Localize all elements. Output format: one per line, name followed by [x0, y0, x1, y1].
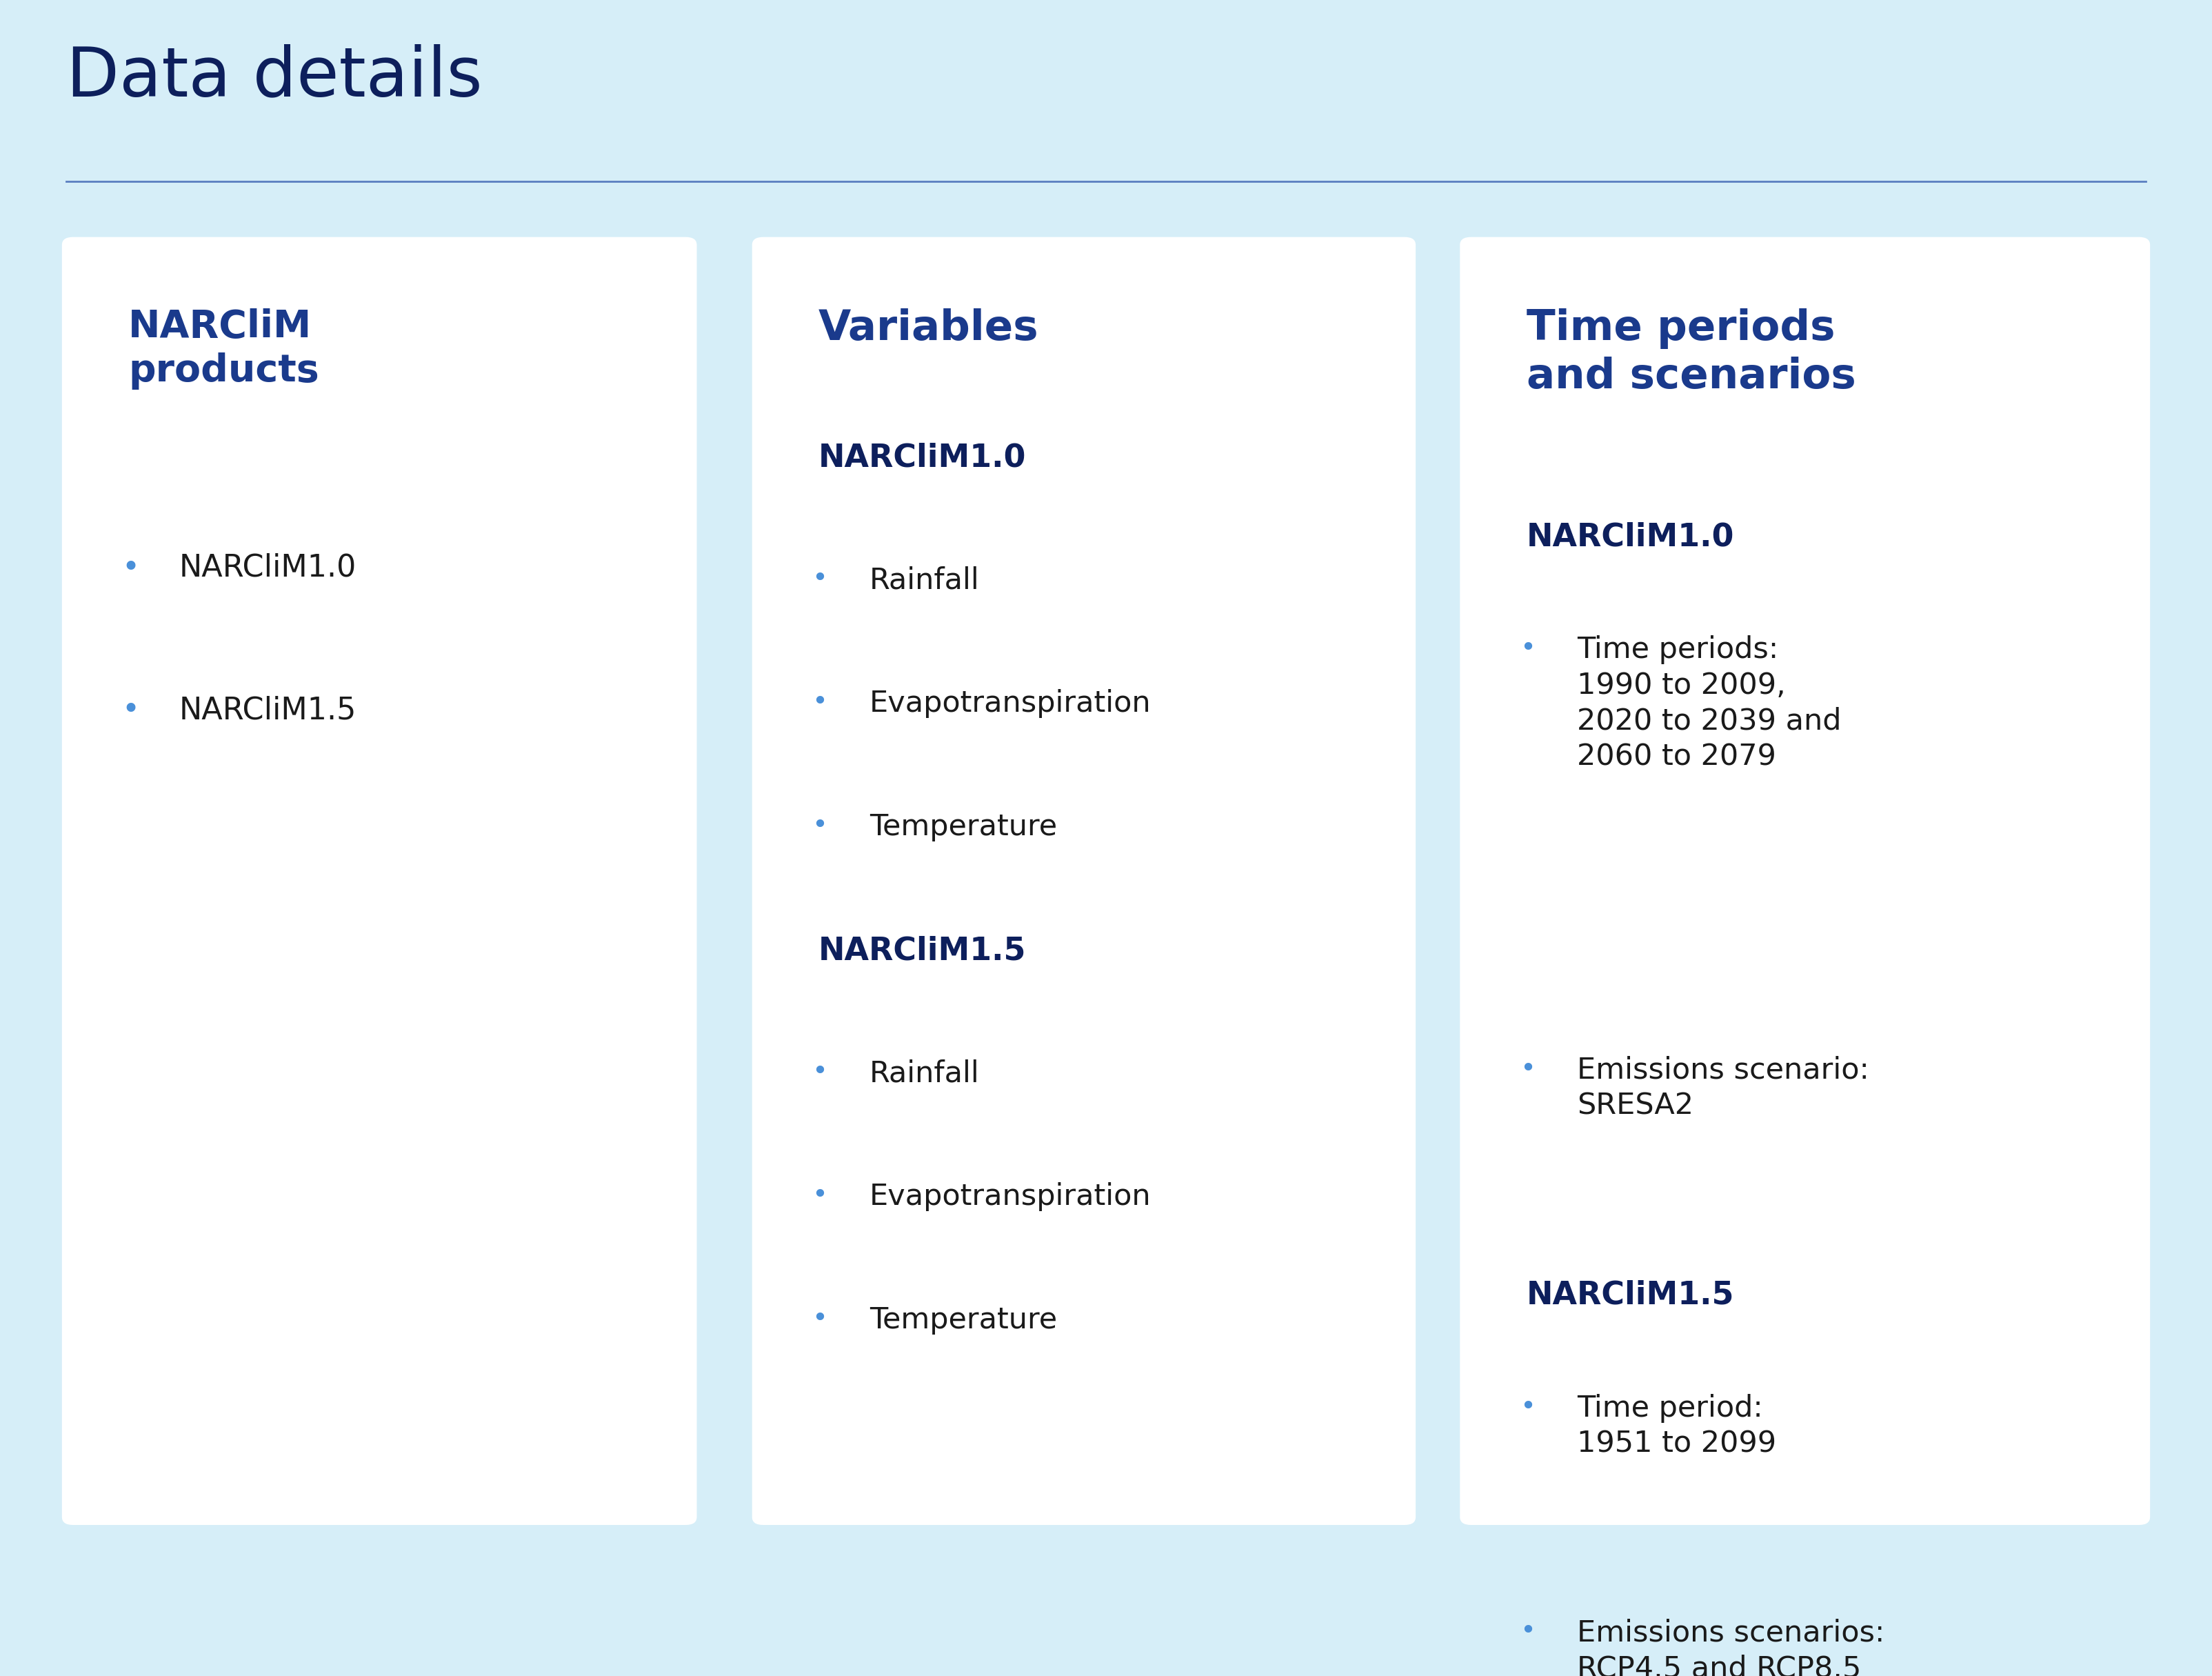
FancyBboxPatch shape	[62, 236, 697, 1525]
Text: NARCliM
products: NARCliM products	[128, 308, 319, 391]
Text: NARCliM1.5: NARCliM1.5	[179, 696, 356, 726]
Text: Emissions scenario:
SRESA2: Emissions scenario: SRESA2	[1577, 1056, 1869, 1120]
Text: •: •	[812, 1306, 827, 1331]
Text: Rainfall: Rainfall	[869, 1059, 980, 1088]
Text: Temperature: Temperature	[869, 1306, 1057, 1334]
Text: •: •	[812, 1059, 827, 1084]
Text: Time periods:
1990 to 2009,
2020 to 2039 and
2060 to 2079: Time periods: 1990 to 2009, 2020 to 2039…	[1577, 635, 1843, 771]
Text: NARCliM1.5: NARCliM1.5	[1526, 1280, 1734, 1311]
Text: •: •	[812, 1182, 827, 1208]
Text: Emissions scenarios:
RCP4.5 and RCP8.5: Emissions scenarios: RCP4.5 and RCP8.5	[1577, 1619, 1885, 1676]
Text: •: •	[1520, 635, 1535, 662]
Text: NARCliM1.0: NARCliM1.0	[818, 442, 1026, 474]
Text: •: •	[812, 813, 827, 838]
Text: •: •	[812, 566, 827, 592]
Text: •: •	[122, 553, 139, 583]
Text: NARCliM1.5: NARCliM1.5	[818, 935, 1026, 967]
Text: Rainfall: Rainfall	[869, 566, 980, 595]
Text: Time periods
and scenarios: Time periods and scenarios	[1526, 308, 1856, 397]
Text: •: •	[1520, 1394, 1535, 1420]
Text: Evapotranspiration: Evapotranspiration	[869, 1182, 1150, 1212]
Text: •: •	[122, 696, 139, 726]
Text: NARCliM1.0: NARCliM1.0	[1526, 521, 1734, 553]
Text: •: •	[1520, 1619, 1535, 1644]
Text: Data details: Data details	[66, 44, 482, 111]
Text: •: •	[1520, 1056, 1535, 1081]
FancyBboxPatch shape	[1460, 236, 2150, 1525]
Text: Variables: Variables	[818, 308, 1040, 349]
Text: Evapotranspiration: Evapotranspiration	[869, 689, 1150, 717]
FancyBboxPatch shape	[752, 236, 1416, 1525]
Text: NARCliM1.0: NARCliM1.0	[179, 553, 356, 583]
Text: Time period:
1951 to 2099: Time period: 1951 to 2099	[1577, 1394, 1776, 1458]
Text: •: •	[812, 689, 827, 716]
Text: Temperature: Temperature	[869, 813, 1057, 841]
